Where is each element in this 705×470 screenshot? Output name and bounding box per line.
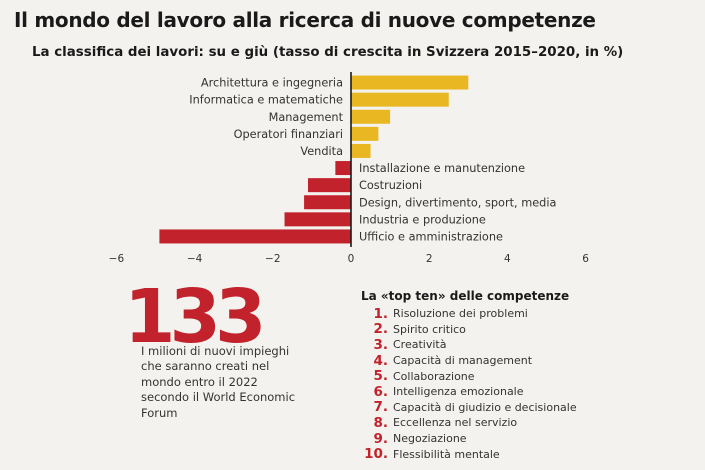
bar — [284, 212, 351, 227]
category-label: Operatori finanziari — [234, 128, 343, 141]
skill-item: 6. Intelligenza emozionale — [361, 384, 577, 400]
category-label: Installazione e manutenzione — [359, 162, 525, 175]
category-label: Costruzioni — [359, 179, 422, 192]
bar — [351, 109, 391, 124]
skill-label: Capacità di giudizio e decisionale — [393, 400, 577, 414]
category-label: Ufficio e amministrazione — [359, 230, 503, 243]
skill-label: Flessibilità mentale — [393, 447, 500, 461]
skill-item: 5. Collaborazione — [361, 368, 577, 384]
bar — [351, 75, 469, 90]
category-label: Vendita — [300, 145, 343, 158]
chart-title: La classifica dei lavori: su e giù (tass… — [32, 45, 624, 60]
skill-label: Risoluzione dei problemi — [393, 307, 528, 321]
skill-rank: 7. — [373, 399, 388, 416]
x-tick-label: 0 — [348, 253, 355, 265]
bar — [304, 195, 351, 210]
skill-rank: 1. — [373, 305, 388, 322]
bar — [159, 229, 351, 244]
skill-rank: 9. — [373, 430, 388, 447]
skill-item: 4. Capacità di management — [361, 353, 577, 369]
x-tick-label: 2 — [426, 253, 433, 265]
skill-item: 7. Capacità di giudizio e decisionale — [361, 399, 577, 416]
top-ten-list: 1. Risoluzione dei problemi 2. Spirito crit… — [361, 306, 577, 462]
skill-label: Eccellenza nel servizio — [393, 416, 518, 430]
category-label: Management — [269, 111, 344, 124]
skill-item: 10. Flessibilità mentale — [361, 446, 577, 462]
bar — [351, 126, 379, 141]
skill-rank: 4. — [373, 352, 388, 369]
skill-label: Intelligenza emozionale — [393, 385, 524, 399]
bar — [351, 92, 449, 107]
bar — [307, 178, 351, 193]
growth-bar-chart: Architettura e ingegneria Informatica e m… — [109, 72, 589, 265]
skill-item: 2. Spirito critico — [361, 321, 577, 338]
stat-value: 133 — [124, 274, 266, 360]
skill-rank: 6. — [373, 383, 388, 400]
x-tick-label: 6 — [582, 253, 589, 265]
skill-label: Collaborazione — [393, 369, 475, 383]
skill-label: Spirito critico — [393, 322, 466, 336]
top-ten-title: La «top ten» delle competenze — [361, 289, 570, 303]
category-label: Design, divertimento, sport, media — [359, 196, 556, 209]
x-tick-label: −4 — [187, 253, 203, 265]
skill-item: 8. Eccellenza nel servizio — [361, 415, 577, 431]
stat-description: I milioni di nuovi impieghi che saranno … — [141, 344, 296, 420]
category-label: Industria e produzione — [359, 213, 486, 226]
skill-rank: 5. — [373, 368, 388, 385]
skill-label: Capacità di management — [393, 354, 533, 368]
skill-rank: 2. — [373, 321, 388, 338]
skill-item: 3. Creatività — [361, 337, 577, 353]
skill-label: Creatività — [393, 338, 447, 352]
bar — [351, 143, 371, 158]
skill-item: 1. Risoluzione dei problemi — [361, 306, 577, 322]
skill-item: 9. Negoziazione — [361, 431, 577, 447]
x-tick-label: −6 — [109, 253, 125, 265]
x-tick-label: −2 — [265, 253, 280, 265]
skill-label: Negoziazione — [393, 432, 467, 446]
skill-rank: 10. — [364, 446, 388, 463]
page-title: Il mondo del lavoro alla ricerca di nuov… — [14, 8, 596, 32]
category-label: Architettura e ingegneria — [201, 77, 343, 90]
category-label: Informatica e matematiche — [189, 94, 343, 107]
bar — [335, 161, 351, 176]
skill-rank: 8. — [373, 414, 388, 431]
x-tick-label: 4 — [504, 253, 511, 265]
skill-rank: 3. — [373, 336, 388, 353]
